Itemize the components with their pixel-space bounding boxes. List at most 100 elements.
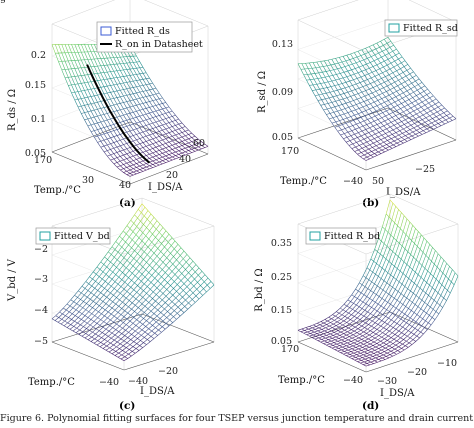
mesh-line — [404, 308, 409, 315]
mesh-line — [200, 285, 204, 289]
mesh-line — [126, 291, 131, 295]
mesh-line — [334, 105, 339, 108]
mesh-line — [339, 77, 344, 80]
mesh-line — [343, 138, 347, 143]
mesh-line — [367, 353, 371, 356]
mesh-line — [415, 100, 419, 105]
mesh-line — [367, 340, 372, 343]
mesh-line — [327, 320, 331, 323]
mesh-line — [201, 147, 205, 150]
mesh-line — [429, 276, 434, 286]
mesh-line — [64, 69, 69, 78]
mesh-line — [351, 69, 355, 75]
mesh-line — [335, 328, 339, 331]
mesh-line — [427, 89, 431, 93]
mesh-line — [123, 107, 127, 110]
mesh-line — [177, 273, 182, 278]
mesh-line — [142, 137, 147, 142]
mesh-line — [126, 344, 131, 348]
mesh-line — [358, 358, 362, 361]
mesh-line — [345, 348, 349, 351]
mesh-line — [337, 341, 341, 344]
mesh-line — [136, 343, 140, 346]
mesh-line — [334, 332, 338, 335]
mesh-line — [371, 322, 376, 327]
mesh-line — [373, 261, 377, 264]
mesh-line — [374, 249, 378, 252]
mesh-line — [353, 56, 358, 59]
mesh-line — [394, 118, 399, 121]
mesh-line — [384, 335, 389, 339]
mesh-line — [100, 315, 105, 320]
mesh-line — [334, 339, 338, 342]
mesh-line — [352, 85, 356, 90]
mesh-line — [130, 336, 135, 340]
mesh-line — [147, 333, 152, 337]
mesh-line — [362, 141, 367, 144]
mesh-line — [392, 354, 397, 357]
mesh-line — [96, 325, 101, 330]
mesh-line — [174, 274, 179, 278]
mesh-line — [392, 110, 397, 113]
mesh-line — [374, 350, 378, 353]
mesh-line — [368, 357, 372, 360]
mesh-line — [110, 91, 114, 93]
mesh-line — [122, 301, 126, 305]
mesh-line — [331, 80, 335, 86]
mesh-line — [149, 88, 153, 91]
mesh-line — [113, 290, 118, 296]
mesh-line — [101, 281, 106, 287]
mesh-line — [399, 320, 404, 326]
mesh-line — [58, 52, 63, 62]
mesh-line — [330, 322, 334, 325]
mesh-line — [378, 226, 383, 239]
mesh-line — [366, 84, 370, 90]
mesh-line — [406, 112, 411, 116]
mesh-line — [145, 299, 149, 303]
mesh-line — [429, 244, 433, 248]
mesh-line — [172, 147, 176, 150]
mesh-line — [381, 133, 386, 136]
mesh-line — [181, 141, 186, 145]
mesh-line — [70, 295, 75, 300]
mesh-line — [80, 52, 85, 60]
mesh-line — [114, 334, 119, 338]
mesh-line — [171, 237, 176, 242]
mesh-line — [146, 83, 150, 85]
mesh-line — [99, 305, 103, 308]
mesh-line — [93, 321, 98, 324]
mesh-line — [87, 317, 92, 320]
mesh-line — [112, 267, 117, 273]
mesh-line — [376, 325, 382, 330]
z-label-d: R_bd / Ω — [254, 268, 265, 311]
mesh-line — [189, 265, 193, 269]
mesh-line — [136, 340, 141, 344]
mesh-line — [308, 68, 312, 75]
mesh-line — [168, 116, 173, 118]
mesh-line — [80, 299, 84, 302]
mesh-line — [94, 73, 98, 81]
mesh-line — [149, 124, 153, 129]
mesh-line — [422, 114, 427, 118]
z-tick-b-1: 0.09 — [272, 87, 293, 98]
mesh-line — [312, 336, 317, 338]
mesh-line — [409, 257, 414, 268]
mesh-line — [370, 327, 375, 331]
mesh-line — [204, 143, 209, 147]
mesh-line — [340, 71, 345, 74]
mesh-line — [370, 350, 375, 353]
mesh-line — [68, 84, 72, 86]
mesh-line — [371, 340, 375, 343]
mesh-line — [398, 273, 404, 282]
mesh-line — [396, 337, 401, 342]
mesh-line — [369, 298, 373, 301]
mesh-line — [376, 83, 381, 87]
mesh-line — [142, 297, 146, 301]
mesh-line — [335, 336, 339, 339]
mesh-line — [188, 141, 192, 144]
mesh-line — [358, 284, 363, 292]
mesh-line — [422, 312, 427, 319]
mesh-line — [152, 143, 157, 148]
mesh-line — [129, 130, 134, 136]
mesh-line — [168, 153, 173, 155]
